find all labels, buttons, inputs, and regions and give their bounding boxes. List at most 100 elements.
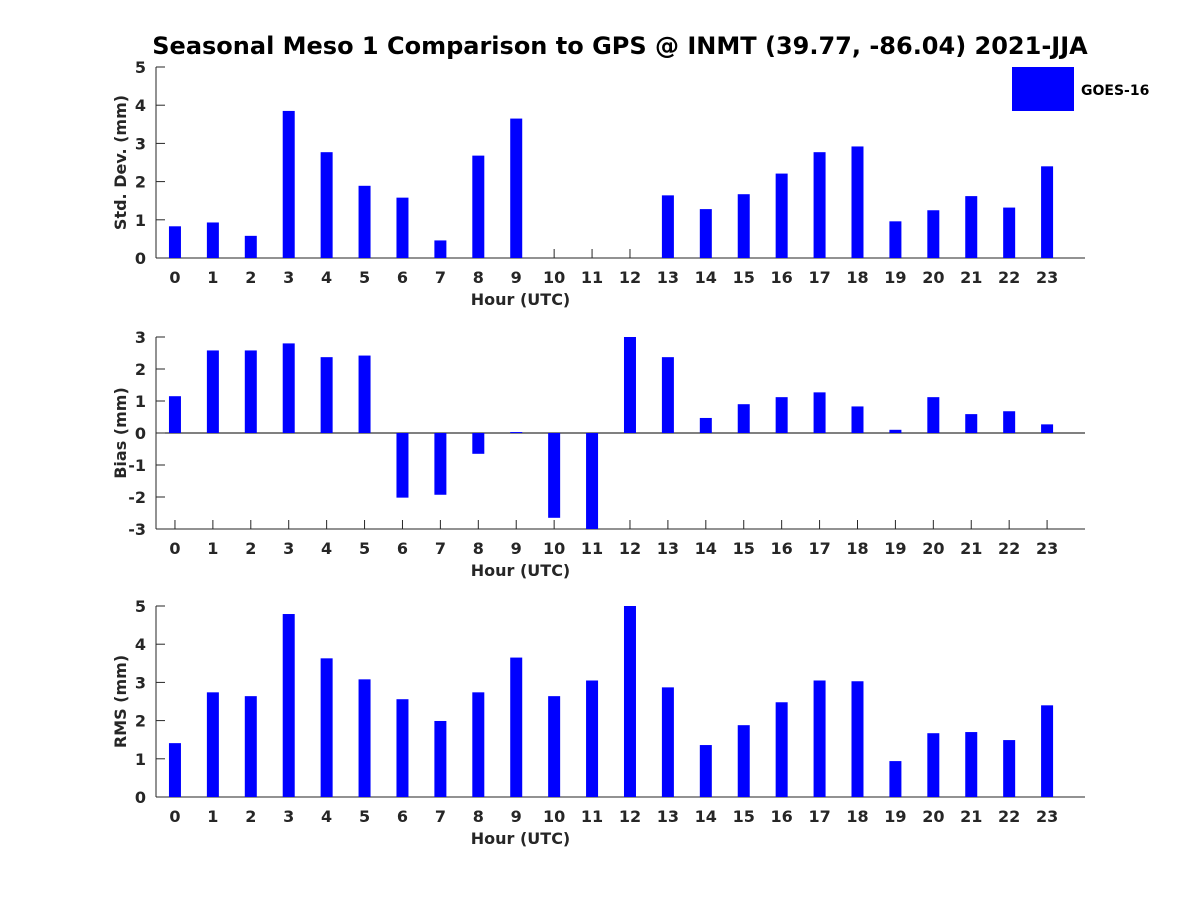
x-tick-label: 17: [808, 539, 830, 558]
y-tick-label: 2: [135, 173, 146, 192]
x-tick-label: 1: [207, 539, 218, 558]
x-tick-label: 15: [733, 807, 755, 826]
x-axis-label: Hour (UTC): [471, 829, 571, 848]
bar-hour-16: [775, 397, 788, 433]
x-tick-label: 22: [998, 539, 1020, 558]
x-tick-label: 3: [283, 807, 294, 826]
x-tick-label: 17: [808, 268, 830, 287]
x-tick-label: 22: [998, 807, 1020, 826]
x-tick-label: 11: [581, 807, 603, 826]
bar-hour-21: [965, 196, 978, 258]
bar-hour-8: [472, 692, 485, 797]
bar-hour-3: [282, 343, 295, 433]
bar-hour-18: [851, 681, 864, 797]
y-tick-label: -2: [128, 488, 146, 507]
x-tick-label: 16: [771, 539, 793, 558]
x-tick-label: 8: [473, 807, 484, 826]
x-tick-label: 3: [283, 539, 294, 558]
x-tick-label: 10: [543, 539, 565, 558]
bar-hour-9: [510, 118, 523, 258]
bar-hour-19: [889, 221, 902, 258]
y-tick-label: 2: [135, 360, 146, 379]
legend-label: GOES-16: [1081, 83, 1149, 99]
bar-hour-14: [699, 745, 712, 797]
x-tick-label: 16: [771, 268, 793, 287]
bar-hour-17: [813, 392, 826, 433]
bar-hour-4: [320, 658, 333, 797]
bar-hour-22: [1003, 411, 1016, 433]
y-tick-label: 5: [135, 58, 146, 77]
y-axis-label: RMS (mm): [111, 655, 130, 748]
legend-swatch: [1012, 67, 1074, 111]
x-tick-label: 12: [619, 268, 641, 287]
bar-hour-19: [889, 761, 902, 797]
bar-hour-13: [661, 357, 674, 433]
x-tick-label: 2: [245, 268, 256, 287]
x-tick-label: 4: [321, 539, 332, 558]
bar-hour-17: [813, 152, 826, 258]
bar-hour-9: [510, 657, 523, 797]
bar-hour-4: [320, 152, 333, 258]
x-tick-label: 19: [884, 268, 906, 287]
x-tick-label: 18: [846, 539, 868, 558]
y-tick-label: 1: [135, 211, 146, 230]
bar-hour-20: [927, 210, 940, 258]
x-tick-label: 19: [884, 807, 906, 826]
x-tick-label: 13: [657, 539, 679, 558]
x-tick-label: 13: [657, 807, 679, 826]
legend: GOES-16: [1012, 67, 1149, 111]
bar-hour-23: [1041, 705, 1054, 797]
x-tick-label: 5: [359, 539, 370, 558]
x-tick-label: 5: [359, 268, 370, 287]
bar-hour-23: [1041, 424, 1054, 433]
x-tick-label: 7: [435, 807, 446, 826]
y-tick-label: 3: [135, 134, 146, 153]
bar-hour-13: [661, 195, 674, 258]
y-tick-label: 1: [135, 750, 146, 769]
x-tick-label: 11: [581, 539, 603, 558]
bar-hour-6: [396, 197, 409, 258]
bar-hour-0: [168, 743, 181, 797]
x-tick-label: 3: [283, 268, 294, 287]
bar-hour-13: [661, 687, 674, 797]
x-tick-label: 18: [846, 807, 868, 826]
x-tick-label: 4: [321, 807, 332, 826]
y-tick-label: 1: [135, 392, 146, 411]
x-tick-label: 17: [808, 807, 830, 826]
x-tick-label: 18: [846, 268, 868, 287]
x-tick-label: 23: [1036, 539, 1058, 558]
bar-hour-3: [282, 110, 295, 259]
bar-hour-16: [775, 702, 788, 797]
x-tick-label: 6: [397, 807, 408, 826]
y-tick-label: 2: [135, 712, 146, 731]
bar-hour-22: [1003, 207, 1016, 258]
bar-hour-15: [737, 404, 750, 433]
bar-hour-21: [965, 732, 978, 797]
bar-hour-1: [206, 350, 219, 433]
bar-hour-18: [851, 146, 864, 258]
y-axis-label: Std. Dev. (mm): [111, 95, 130, 230]
bar-hour-20: [927, 397, 940, 433]
bar-hour-10: [548, 433, 561, 518]
x-tick-label: 22: [998, 268, 1020, 287]
bar-hour-17: [813, 680, 826, 797]
bar-hour-5: [358, 679, 371, 797]
x-tick-label: 20: [922, 539, 944, 558]
y-tick-label: 4: [135, 635, 146, 654]
y-tick-label: 4: [135, 96, 146, 115]
y-tick-label: 0: [135, 788, 146, 807]
x-tick-label: 4: [321, 268, 332, 287]
x-tick-label: 8: [473, 539, 484, 558]
x-tick-label: 0: [169, 268, 180, 287]
x-tick-label: 20: [922, 268, 944, 287]
bar-hour-7: [434, 240, 447, 258]
y-tick-label: 0: [135, 424, 146, 443]
x-tick-label: 10: [543, 268, 565, 287]
bar-hour-0: [168, 226, 181, 258]
x-tick-label: 1: [207, 268, 218, 287]
x-tick-label: 21: [960, 268, 982, 287]
bar-hour-5: [358, 185, 371, 258]
bar-hour-15: [737, 194, 750, 258]
y-tick-label: -1: [128, 456, 146, 475]
